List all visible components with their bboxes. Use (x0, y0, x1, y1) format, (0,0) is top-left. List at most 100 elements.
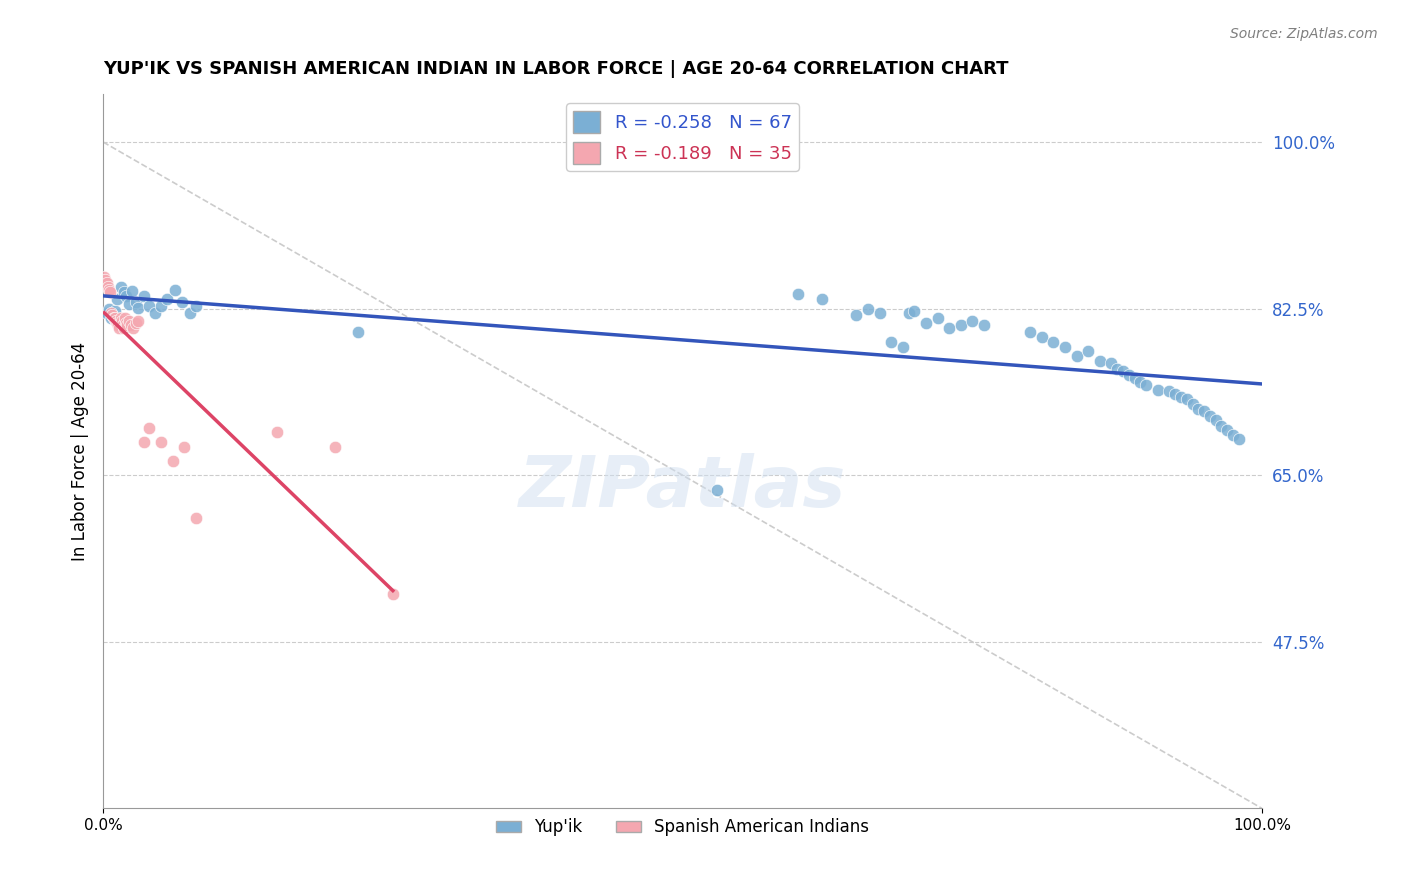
Yup'ik (1222, 428, 1244, 442)
Yup'ik (962, 314, 984, 328)
Spanish American Indians (122, 320, 145, 334)
Yup'ik (787, 287, 810, 301)
Spanish American Indians (97, 279, 120, 293)
Spanish American Indians (173, 440, 195, 454)
Spanish American Indians (108, 320, 131, 334)
Spanish American Indians (96, 276, 118, 290)
Yup'ik (132, 289, 155, 303)
Yup'ik (138, 299, 160, 313)
Yup'ik (869, 306, 891, 320)
Yup'ik (949, 318, 972, 332)
Yup'ik (1077, 344, 1099, 359)
Spanish American Indians (120, 318, 142, 332)
Yup'ik (1099, 356, 1122, 370)
Spanish American Indians (117, 314, 139, 328)
Spanish American Indians (98, 285, 121, 300)
Yup'ik (104, 304, 127, 318)
Spanish American Indians (101, 308, 124, 322)
Spanish American Indians (103, 311, 125, 326)
Yup'ik (121, 284, 143, 298)
Yup'ik (903, 304, 925, 318)
Y-axis label: In Labor Force | Age 20-64: In Labor Force | Age 20-64 (72, 342, 89, 561)
Yup'ik (1123, 371, 1146, 385)
Spanish American Indians (132, 434, 155, 449)
Yup'ik (1042, 334, 1064, 349)
Yup'ik (127, 301, 149, 315)
Spanish American Indians (150, 434, 173, 449)
Spanish American Indians (97, 283, 120, 297)
Yup'ik (927, 311, 949, 326)
Text: ZIPatlas: ZIPatlas (519, 452, 846, 522)
Spanish American Indians (162, 454, 184, 468)
Yup'ik (105, 292, 128, 306)
Yup'ik (1175, 392, 1198, 406)
Yup'ik (1088, 354, 1111, 368)
Spanish American Indians (114, 311, 136, 326)
Yup'ik (1146, 383, 1168, 397)
Text: Source: ZipAtlas.com: Source: ZipAtlas.com (1230, 27, 1378, 41)
Yup'ik (112, 285, 135, 300)
Yup'ik (706, 483, 728, 497)
Yup'ik (1227, 432, 1250, 446)
Yup'ik (880, 334, 903, 349)
Yup'ik (117, 297, 139, 311)
Yup'ik (1199, 409, 1222, 424)
Yup'ik (179, 306, 201, 320)
Yup'ik (184, 299, 207, 313)
Yup'ik (347, 326, 370, 340)
Spanish American Indians (117, 318, 139, 332)
Yup'ik (1019, 326, 1042, 340)
Yup'ik (1118, 368, 1140, 383)
Spanish American Indians (104, 311, 127, 326)
Yup'ik (1107, 361, 1129, 376)
Yup'ik (897, 306, 920, 320)
Spanish American Indians (115, 316, 138, 330)
Yup'ik (1031, 330, 1053, 344)
Spanish American Indians (94, 273, 117, 287)
Yup'ik (973, 318, 995, 332)
Yup'ik (1181, 397, 1204, 411)
Spanish American Indians (112, 320, 135, 334)
Spanish American Indians (100, 306, 122, 320)
Spanish American Indians (107, 318, 129, 332)
Yup'ik (1112, 363, 1135, 377)
Yup'ik (845, 308, 868, 322)
Yup'ik (115, 289, 138, 303)
Yup'ik (938, 320, 960, 334)
Yup'ik (156, 292, 179, 306)
Yup'ik (915, 316, 938, 330)
Spanish American Indians (105, 316, 128, 330)
Yup'ik (143, 306, 166, 320)
Spanish American Indians (266, 425, 288, 440)
Spanish American Indians (111, 314, 134, 328)
Spanish American Indians (111, 318, 134, 332)
Yup'ik (163, 283, 186, 297)
Spanish American Indians (124, 316, 146, 330)
Yup'ik (1135, 377, 1157, 392)
Yup'ik (1211, 418, 1233, 433)
Yup'ik (1187, 401, 1209, 416)
Spanish American Indians (127, 314, 149, 328)
Spanish American Indians (138, 420, 160, 434)
Spanish American Indians (323, 440, 346, 454)
Yup'ik (1216, 423, 1239, 437)
Yup'ik (891, 340, 914, 354)
Yup'ik (810, 292, 832, 306)
Yup'ik (1159, 384, 1181, 399)
Spanish American Indians (110, 311, 132, 326)
Text: YUP'IK VS SPANISH AMERICAN INDIAN IN LABOR FORCE | AGE 20-64 CORRELATION CHART: YUP'IK VS SPANISH AMERICAN INDIAN IN LAB… (103, 60, 1008, 78)
Yup'ik (856, 301, 879, 316)
Yup'ik (150, 299, 173, 313)
Yup'ik (97, 301, 120, 316)
Yup'ik (1164, 387, 1187, 401)
Yup'ik (1192, 403, 1215, 417)
Spanish American Indians (93, 270, 115, 285)
Yup'ik (96, 306, 118, 320)
Spanish American Indians (104, 314, 127, 328)
Spanish American Indians (184, 511, 207, 525)
Yup'ik (124, 295, 146, 310)
Yup'ik (101, 308, 124, 322)
Yup'ik (170, 295, 193, 310)
Yup'ik (1053, 340, 1076, 354)
Yup'ik (1170, 390, 1192, 404)
